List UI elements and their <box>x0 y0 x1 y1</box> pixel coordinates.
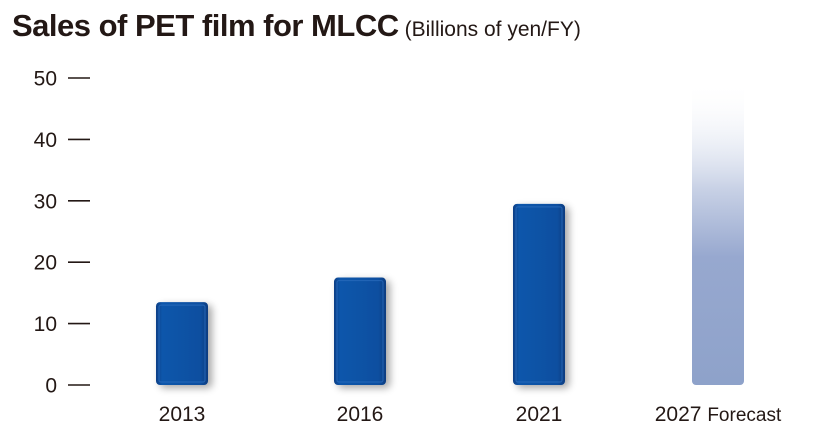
bar-highlight <box>158 304 206 383</box>
y-tick-label: 0 <box>45 375 57 398</box>
y-tick-label: 10 <box>34 313 57 336</box>
bars <box>156 81 744 385</box>
bar-highlight <box>336 279 384 383</box>
x-tick-label: 2027 Forecast <box>655 403 782 426</box>
bar-highlight <box>515 206 563 383</box>
x-tick-label: 2013 <box>159 403 206 426</box>
chart-subtitle: (Billions of yen/FY) <box>404 18 581 41</box>
bar <box>334 277 386 385</box>
y-tick-label: 50 <box>34 68 57 91</box>
chart-title-row: Sales of PET film for MLCC (Billions of y… <box>12 8 581 44</box>
x-tick-label: 2016 <box>337 403 384 426</box>
bar <box>156 302 208 385</box>
x-tick-label: 2021 <box>516 403 563 426</box>
bar <box>513 203 565 385</box>
y-tick-label: 40 <box>34 129 57 152</box>
y-tick-label: 20 <box>34 252 57 275</box>
chart-title: Sales of PET film for MLCC <box>12 8 399 43</box>
x-axis-labels: 2013 2016 2021 2027 Forecast <box>159 403 782 426</box>
bar-forecast <box>692 81 744 385</box>
y-tick-label: 30 <box>34 190 57 213</box>
y-axis: 0 10 20 30 40 50 <box>34 68 90 398</box>
